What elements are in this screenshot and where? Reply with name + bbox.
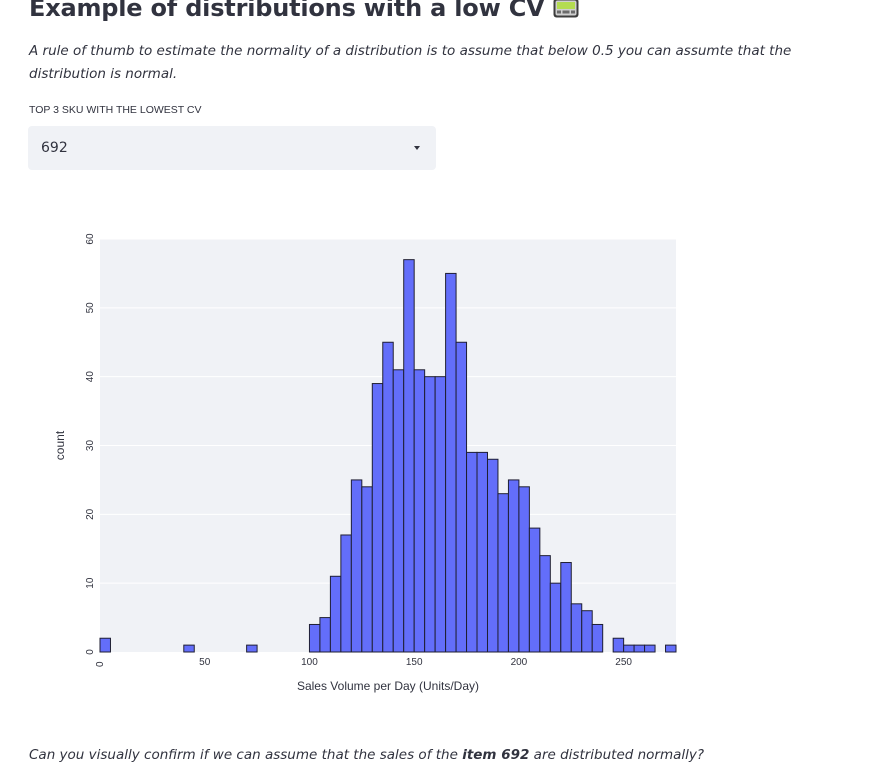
histogram-bar: [644, 644, 656, 653]
histogram-bar: [560, 562, 572, 653]
histogram-bar: [612, 637, 625, 653]
x-tick-label: 150: [406, 657, 423, 668]
histogram-bar: [403, 259, 415, 653]
intro-text: A rule of thumb to estimate the normalit…: [29, 43, 792, 82]
x-tick-label: 100: [301, 657, 318, 668]
pager-icon: [553, 0, 579, 18]
y-axis-label: count: [53, 430, 67, 460]
histogram-bar: [518, 486, 530, 653]
histogram-bar: [424, 376, 436, 653]
histogram-bar: [581, 610, 593, 653]
histogram-bar: [308, 623, 321, 653]
histogram-bar: [528, 527, 541, 653]
histogram-bar: [466, 451, 478, 653]
y-tick-label: 40: [85, 371, 96, 383]
y-tick-label: 20: [85, 508, 96, 520]
page-title-text: Example of distributions with a low CV: [29, 0, 545, 22]
histogram-bar: [246, 644, 258, 653]
histogram-bar: [350, 479, 363, 653]
y-tick-label: 30: [85, 440, 96, 452]
x-tick-label: 250: [615, 657, 632, 668]
histogram-bar: [434, 376, 447, 653]
y-tick-label: 0: [85, 649, 96, 655]
x-tick-label: 200: [511, 657, 528, 668]
closing-question-end: are distributed normally?: [529, 747, 705, 763]
histogram-bar: [183, 644, 195, 653]
y-tick-label: 60: [85, 233, 96, 245]
x-axis-label: Sales Volume per Day (Units/Day): [297, 679, 479, 693]
chevron-down-icon: [414, 146, 420, 150]
x-axis-ticks: 0 50 100 150 200 250: [95, 657, 632, 668]
histogram-bar: [476, 451, 488, 653]
histogram-bar: [665, 644, 677, 653]
histogram-bars: [99, 259, 677, 653]
histogram-bar: [371, 383, 384, 653]
closing-question: Can you visually confirm if we can assum…: [29, 747, 704, 763]
histogram-bar: [591, 623, 604, 653]
y-axis-ticks: 0 10 20 30 40 50 60: [85, 233, 96, 655]
histogram-bar: [361, 486, 373, 653]
page-title: Example of distributions with a low CV: [29, 0, 579, 22]
histogram-bar: [623, 644, 635, 653]
closing-question-start: Can you visually confirm if we can assum…: [29, 747, 463, 763]
sku-select-value: 692: [41, 140, 68, 156]
y-tick-label: 50: [85, 302, 96, 314]
y-tick-label: 10: [85, 577, 96, 589]
histogram-bar: [340, 534, 352, 653]
histogram-bar: [570, 603, 583, 653]
x-tick-label: 50: [199, 657, 211, 668]
closing-question-item: item 692: [462, 747, 530, 763]
histogram-bar: [319, 617, 331, 653]
histogram-bar: [99, 637, 111, 653]
sku-select[interactable]: 692: [28, 126, 436, 170]
histogram-bar: [413, 369, 426, 653]
histogram-bar: [507, 479, 520, 653]
histogram-bar: [392, 369, 405, 653]
histogram-bar: [329, 575, 342, 653]
histogram-bar: [445, 272, 457, 653]
histogram-bar: [539, 555, 551, 653]
sku-select-label: TOP 3 SKU WITH THE LOWEST CV: [29, 104, 202, 116]
histogram-bar: [549, 582, 562, 653]
x-tick-label: 0: [95, 661, 106, 667]
histogram-bar: [382, 341, 394, 653]
histogram-bar: [486, 458, 499, 653]
histogram-bar: [455, 341, 468, 653]
histogram-bar: [633, 644, 646, 653]
histogram-bar: [497, 493, 509, 653]
